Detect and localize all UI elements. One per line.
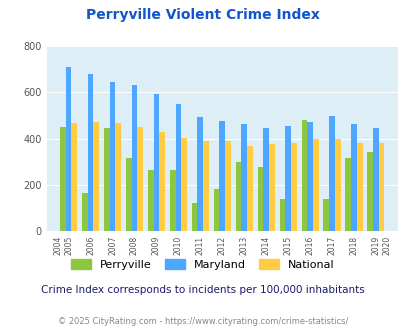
Bar xyxy=(269,144,274,231)
Bar xyxy=(263,128,269,231)
Bar xyxy=(334,139,340,231)
Bar xyxy=(131,85,137,231)
Bar xyxy=(93,122,99,231)
Bar xyxy=(378,143,384,231)
Bar xyxy=(181,138,186,231)
Bar xyxy=(191,203,197,231)
Bar xyxy=(350,124,356,231)
Bar xyxy=(115,123,121,231)
Bar xyxy=(66,67,71,231)
Bar xyxy=(301,120,307,231)
Bar xyxy=(104,128,109,231)
Bar xyxy=(213,189,219,231)
Bar xyxy=(159,132,164,231)
Bar xyxy=(197,117,202,231)
Bar xyxy=(279,199,285,231)
Bar xyxy=(312,139,318,231)
Bar xyxy=(60,127,66,231)
Bar xyxy=(372,127,378,231)
Bar xyxy=(137,127,143,231)
Bar xyxy=(82,193,87,231)
Bar xyxy=(219,120,225,231)
Bar xyxy=(147,170,153,231)
Bar xyxy=(71,123,77,231)
Bar xyxy=(257,167,263,231)
Bar xyxy=(356,143,362,231)
Bar xyxy=(87,74,93,231)
Bar xyxy=(345,158,350,231)
Bar xyxy=(323,199,328,231)
Bar xyxy=(225,141,230,231)
Bar xyxy=(169,170,175,231)
Bar xyxy=(247,146,252,231)
Bar xyxy=(175,104,181,231)
Text: © 2025 CityRating.com - https://www.cityrating.com/crime-statistics/: © 2025 CityRating.com - https://www.city… xyxy=(58,317,347,326)
Bar xyxy=(328,115,334,231)
Legend: Perryville, Maryland, National: Perryville, Maryland, National xyxy=(66,255,339,274)
Bar xyxy=(241,123,247,231)
Bar xyxy=(202,141,209,231)
Bar xyxy=(109,82,115,231)
Bar xyxy=(367,152,372,231)
Bar xyxy=(235,162,241,231)
Text: Perryville Violent Crime Index: Perryville Violent Crime Index xyxy=(86,8,319,22)
Bar xyxy=(307,122,312,231)
Bar xyxy=(285,126,290,231)
Bar xyxy=(290,143,296,231)
Bar xyxy=(153,94,159,231)
Text: Crime Index corresponds to incidents per 100,000 inhabitants: Crime Index corresponds to incidents per… xyxy=(41,285,364,295)
Bar xyxy=(126,158,131,231)
